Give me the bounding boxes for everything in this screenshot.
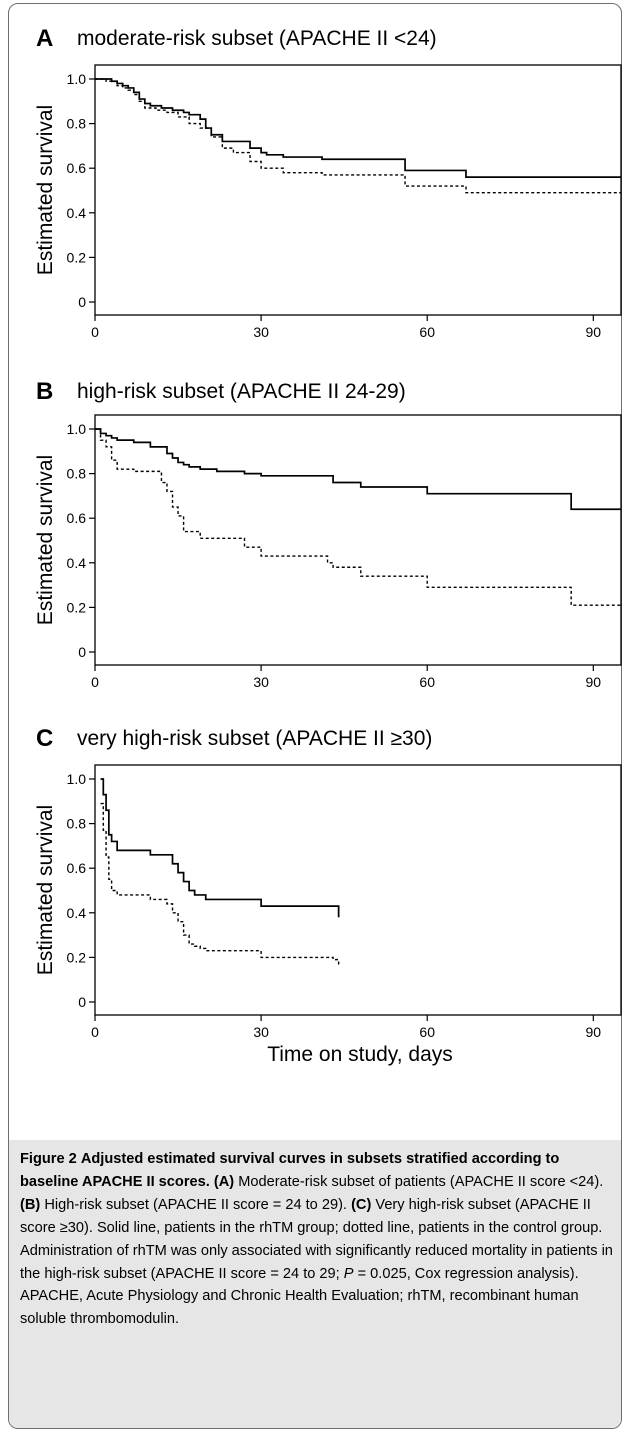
y-tick-label: 0.2 [67, 599, 87, 615]
y-tick-label: 1.0 [67, 771, 87, 787]
caption-a-text: Moderate-risk subset of patients (APACHE… [238, 1173, 604, 1190]
caption-b-tag: (B) [20, 1196, 41, 1213]
series-line-dashed [100, 802, 340, 967]
plot-frame [94, 764, 622, 1016]
y-tick-label: 0.8 [67, 466, 87, 482]
y-axis-label: Estimated survival [34, 105, 57, 275]
series-line-solid [95, 78, 621, 178]
y-tick-label: 0.4 [67, 205, 87, 221]
panel-title-a: moderate-risk subset (APACHE II <24) [77, 27, 437, 50]
y-tick-label: 1.0 [67, 71, 87, 87]
series-line-solid [100, 778, 340, 918]
x-tick-label: 90 [586, 1024, 602, 1040]
y-tick-label: 0.4 [67, 905, 87, 921]
figure-frame [8, 3, 622, 1429]
x-tick-label: 30 [253, 324, 269, 340]
y-tick-label: 0.4 [67, 555, 87, 571]
y-tick-label: 0.6 [67, 160, 87, 176]
x-tick-label: 0 [91, 674, 99, 690]
panel-title-b: high-risk subset (APACHE II 24-29) [77, 380, 406, 403]
y-axis-label: Estimated survival [34, 455, 57, 625]
panel-letter-a: A [36, 25, 54, 52]
y-tick-label: 0 [78, 294, 86, 310]
caption-box [9, 1140, 621, 1428]
y-tick-label: 0.6 [67, 860, 87, 876]
chart-panel-c: 0 0.2 0.4 0.6 0.8 1.0 0 30 60 90 Estimated surviva… [34, 764, 622, 1066]
y-tick-label: 0.8 [67, 116, 87, 132]
plot-frame [94, 64, 622, 316]
x-tick-label: 60 [419, 674, 435, 690]
panel-letter-b: B [36, 378, 54, 405]
y-axis-label: Estimated survival [34, 805, 57, 975]
figure-area: A moderate-risk subset (APACHE II <24) 0… [34, 25, 622, 1066]
x-tick-label: 60 [419, 1024, 435, 1040]
y-tick-label: 0.6 [67, 510, 87, 526]
caption-c-text: Very high-risk subset (APACHE II score ≥… [20, 1196, 613, 1282]
caption-label: Figure 2 [20, 1151, 77, 1167]
caption-c-tag: (C) [351, 1196, 372, 1213]
caption-title: Adjusted estimated survival curves in su… [20, 1151, 560, 1190]
x-axis-label: Time on study, days [267, 1043, 453, 1066]
x-tick-label: 30 [253, 1024, 269, 1040]
y-tick-label: 0.2 [67, 249, 87, 265]
y-tick-label: 1.0 [67, 421, 87, 437]
x-tick-label: 0 [91, 324, 99, 340]
chart-panel-a: 0 0.2 0.4 0.6 0.8 1.0 0 30 60 90 Estimated surviva… [34, 64, 622, 340]
x-tick-label: 60 [419, 324, 435, 340]
y-tick-label: 0.8 [67, 816, 87, 832]
y-tick-label: 0 [78, 644, 86, 660]
series-line-solid [95, 428, 621, 511]
panel-letter-c: C [36, 725, 54, 752]
y-tick-label: 0.2 [67, 949, 87, 965]
y-tick-label: 0 [78, 994, 86, 1010]
x-tick-label: 90 [586, 674, 602, 690]
series-line-dashed [95, 78, 621, 194]
plot-frame [94, 414, 622, 666]
caption-p-symbol: P [343, 1265, 354, 1282]
caption-b-text: High-risk subset (APACHE II score = 24 t… [44, 1196, 347, 1213]
caption-a-tag: (A) [213, 1173, 235, 1190]
x-tick-label: 90 [586, 324, 602, 340]
x-tick-label: 30 [253, 674, 269, 690]
figure-caption: Figure 2 Adjusted estimated survival cur… [20, 1148, 620, 1331]
series-line-dashed [95, 428, 621, 606]
chart-panel-b: 0 0.2 0.4 0.6 0.8 1.0 0 30 60 90 Estimated surviva… [34, 414, 622, 690]
panel-title-c: very high-risk subset (APACHE II ≥30) [77, 727, 433, 750]
caption-tail-text: = 0.025, Cox regression analysis). APACH… [20, 1265, 579, 1328]
x-tick-label: 0 [91, 1024, 99, 1040]
